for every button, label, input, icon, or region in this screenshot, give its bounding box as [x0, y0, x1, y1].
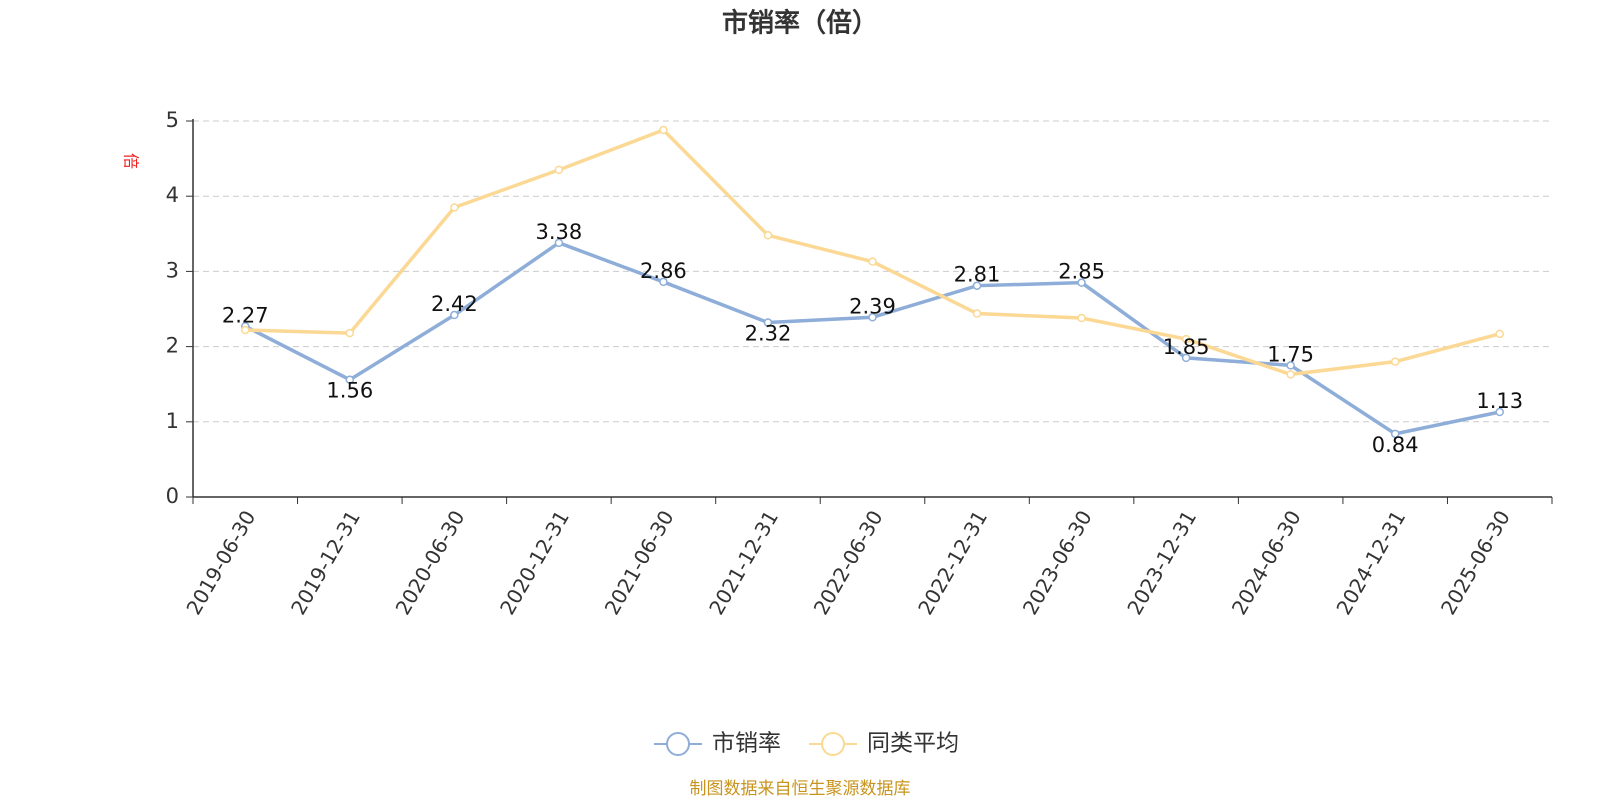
- x-tick-label: 2020-06-30: [391, 506, 470, 619]
- data-label: 2.39: [849, 294, 896, 318]
- point: [554, 165, 564, 175]
- legend-marker: [666, 732, 690, 756]
- x-tick-label: 2020-12-31: [495, 506, 574, 619]
- data-label: 1.13: [1476, 389, 1523, 413]
- y-tick-label: 4: [166, 183, 179, 207]
- x-tick-label: 2021-12-31: [704, 506, 783, 619]
- point: [1390, 429, 1400, 439]
- y-tick-label: 0: [166, 484, 179, 508]
- point: [1286, 361, 1295, 370]
- data-label: 2.32: [745, 322, 792, 346]
- data-label: 2.86: [640, 259, 687, 283]
- y-tick-label: 2: [166, 334, 179, 358]
- x-tick-label: 2021-06-30: [600, 506, 679, 619]
- series-line: [245, 127, 1501, 377]
- data-label: 2.81: [954, 263, 1001, 287]
- data-label: 2.85: [1058, 260, 1105, 284]
- y-tick-label: 1: [166, 409, 179, 433]
- x-tick-label: 2024-12-31: [1331, 506, 1410, 619]
- legend-label: 同类平均: [867, 731, 959, 757]
- point: [659, 125, 668, 135]
- x-tick-label: 2024-06-30: [1227, 506, 1306, 619]
- x-tick-label: 2019-06-30: [181, 506, 260, 619]
- data-label: 1.85: [1163, 335, 1210, 359]
- point: [554, 238, 564, 248]
- point: [1181, 353, 1191, 363]
- data-label: 3.38: [536, 220, 583, 244]
- point: [972, 281, 982, 290]
- data-label: 1.56: [326, 379, 373, 403]
- x-tick-label: 2023-12-31: [1122, 506, 1201, 619]
- point: [345, 328, 355, 338]
- point: [1495, 329, 1504, 339]
- point: [1390, 357, 1400, 366]
- source-note: 制图数据来自恒生聚源数据库: [690, 779, 911, 799]
- data-label: 2.42: [431, 292, 478, 316]
- y-axis-label: 倍: [122, 153, 141, 169]
- point: [241, 325, 250, 335]
- point: [450, 203, 459, 212]
- point: [763, 231, 773, 240]
- point: [1495, 407, 1504, 417]
- data-label: 2.27: [222, 303, 269, 327]
- point: [1077, 313, 1086, 323]
- point: [659, 277, 668, 287]
- x-tick-label: 2025-06-30: [1436, 506, 1515, 619]
- chart-title: 市销率（倍）: [722, 8, 878, 39]
- data-label: 1.75: [1267, 342, 1314, 366]
- y-tick-label: 3: [166, 258, 179, 282]
- point: [345, 375, 355, 384]
- x-tick-label: 2022-12-31: [913, 506, 992, 619]
- x-tick-label: 2023-06-30: [1018, 506, 1097, 619]
- x-tick-label: 2019-12-31: [286, 506, 365, 619]
- point: [868, 257, 877, 266]
- point: [763, 318, 773, 327]
- y-tick-label: 5: [166, 108, 179, 132]
- point: [1181, 334, 1191, 344]
- x-tick-label: 2022-06-30: [809, 506, 888, 619]
- point: [450, 310, 459, 320]
- point: [1077, 278, 1086, 287]
- legend-label: 市销率: [712, 731, 781, 757]
- point: [972, 309, 982, 318]
- data-label: 0.84: [1372, 433, 1419, 457]
- point: [868, 313, 877, 322]
- point: [1286, 370, 1295, 379]
- legend-marker: [821, 732, 845, 756]
